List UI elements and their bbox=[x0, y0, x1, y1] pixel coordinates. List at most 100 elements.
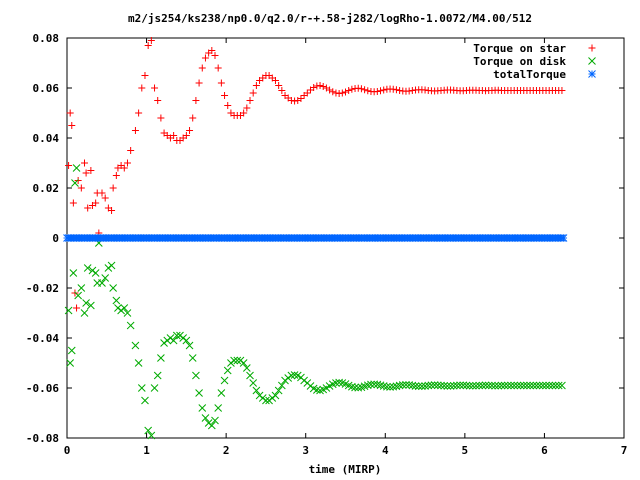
data-point bbox=[494, 381, 503, 390]
data-point bbox=[532, 381, 541, 390]
data-point bbox=[112, 172, 120, 179]
data-point bbox=[246, 371, 254, 380]
x-tick-label: 5 bbox=[462, 444, 469, 457]
data-point bbox=[392, 382, 401, 391]
legend-total-text: totalTorque bbox=[493, 68, 566, 81]
data-point bbox=[195, 79, 203, 87]
data-point bbox=[134, 359, 143, 367]
y-tick-label: 0.08 bbox=[33, 32, 60, 45]
data-point bbox=[459, 381, 468, 390]
data-point bbox=[172, 331, 181, 340]
legend: Torque on star Torque on disk totalTorqu… bbox=[473, 42, 596, 81]
data-point bbox=[408, 381, 417, 390]
data-point bbox=[357, 85, 365, 93]
data-point bbox=[478, 381, 487, 390]
data-point bbox=[402, 380, 410, 389]
y-tick-label: -0.04 bbox=[26, 332, 59, 345]
data-point bbox=[68, 122, 76, 129]
data-point bbox=[217, 79, 225, 87]
data-point bbox=[453, 381, 461, 390]
data-point bbox=[345, 87, 353, 94]
series-3 bbox=[63, 234, 568, 242]
data-point bbox=[392, 86, 400, 94]
data-point bbox=[271, 391, 280, 400]
data-point bbox=[462, 381, 471, 390]
data-point bbox=[249, 89, 257, 97]
data-point bbox=[147, 431, 156, 440]
data-point bbox=[214, 404, 223, 412]
data-point bbox=[101, 194, 109, 202]
data-point bbox=[239, 359, 248, 367]
data-point bbox=[380, 86, 388, 94]
data-point bbox=[433, 381, 442, 390]
data-point bbox=[364, 87, 372, 95]
data-point bbox=[137, 384, 146, 392]
data-point bbox=[92, 199, 100, 207]
x-tick-label: 3 bbox=[302, 444, 309, 457]
data-point bbox=[430, 381, 439, 389]
data-point bbox=[316, 82, 324, 89]
data-point bbox=[468, 381, 477, 390]
data-point bbox=[538, 381, 547, 390]
data-point bbox=[395, 381, 404, 390]
legend-marker-1 bbox=[588, 44, 596, 52]
data-point bbox=[559, 234, 568, 242]
data-point bbox=[363, 381, 372, 390]
data-point bbox=[488, 381, 496, 390]
data-point bbox=[373, 380, 382, 389]
data-point bbox=[558, 87, 566, 94]
data-point bbox=[112, 296, 121, 305]
x-tick-label: 1 bbox=[143, 444, 150, 457]
data-point bbox=[287, 371, 296, 380]
data-point bbox=[424, 381, 433, 390]
data-point bbox=[507, 381, 515, 390]
data-point bbox=[411, 382, 420, 390]
series-layer bbox=[63, 37, 568, 440]
data-point bbox=[475, 381, 484, 390]
y-tick-label: 0.04 bbox=[33, 132, 60, 145]
data-point bbox=[313, 386, 321, 394]
data-point bbox=[240, 109, 248, 117]
x-tick-label: 4 bbox=[382, 444, 389, 457]
data-point bbox=[81, 159, 89, 167]
data-point bbox=[144, 426, 153, 435]
y-tick-label: -0.08 bbox=[26, 432, 59, 445]
data-point bbox=[243, 104, 251, 112]
data-point bbox=[275, 82, 283, 89]
data-point bbox=[405, 381, 414, 389]
data-point bbox=[484, 381, 493, 390]
chart-title: m2/js254/ks238/np0.0/q2.0/r-+.58-j282/lo… bbox=[128, 12, 532, 25]
data-point bbox=[252, 82, 260, 89]
data-point bbox=[500, 381, 509, 390]
x-tick-label: 2 bbox=[223, 444, 230, 457]
data-point bbox=[230, 356, 238, 365]
data-point bbox=[189, 114, 197, 122]
data-point bbox=[98, 279, 106, 287]
data-point bbox=[252, 386, 261, 395]
data-point bbox=[69, 199, 77, 207]
data-point bbox=[421, 382, 429, 390]
data-point bbox=[271, 77, 279, 84]
data-point bbox=[67, 346, 76, 355]
data-point bbox=[519, 381, 528, 390]
data-point bbox=[144, 42, 152, 49]
data-point bbox=[73, 304, 81, 312]
data-point bbox=[217, 389, 226, 397]
data-point bbox=[82, 169, 90, 177]
x-tick-label: 6 bbox=[541, 444, 548, 457]
data-point bbox=[389, 382, 398, 391]
data-point bbox=[361, 86, 369, 94]
data-point bbox=[87, 167, 95, 174]
data-point bbox=[398, 381, 407, 389]
data-point bbox=[558, 381, 566, 390]
data-point bbox=[542, 381, 550, 390]
data-point bbox=[201, 414, 210, 422]
data-point bbox=[233, 356, 242, 365]
data-point bbox=[65, 162, 73, 169]
data-point bbox=[109, 284, 118, 292]
data-point bbox=[310, 84, 318, 91]
data-point bbox=[529, 381, 538, 390]
data-point bbox=[373, 88, 381, 95]
data-point bbox=[66, 109, 74, 117]
data-point bbox=[246, 97, 254, 104]
